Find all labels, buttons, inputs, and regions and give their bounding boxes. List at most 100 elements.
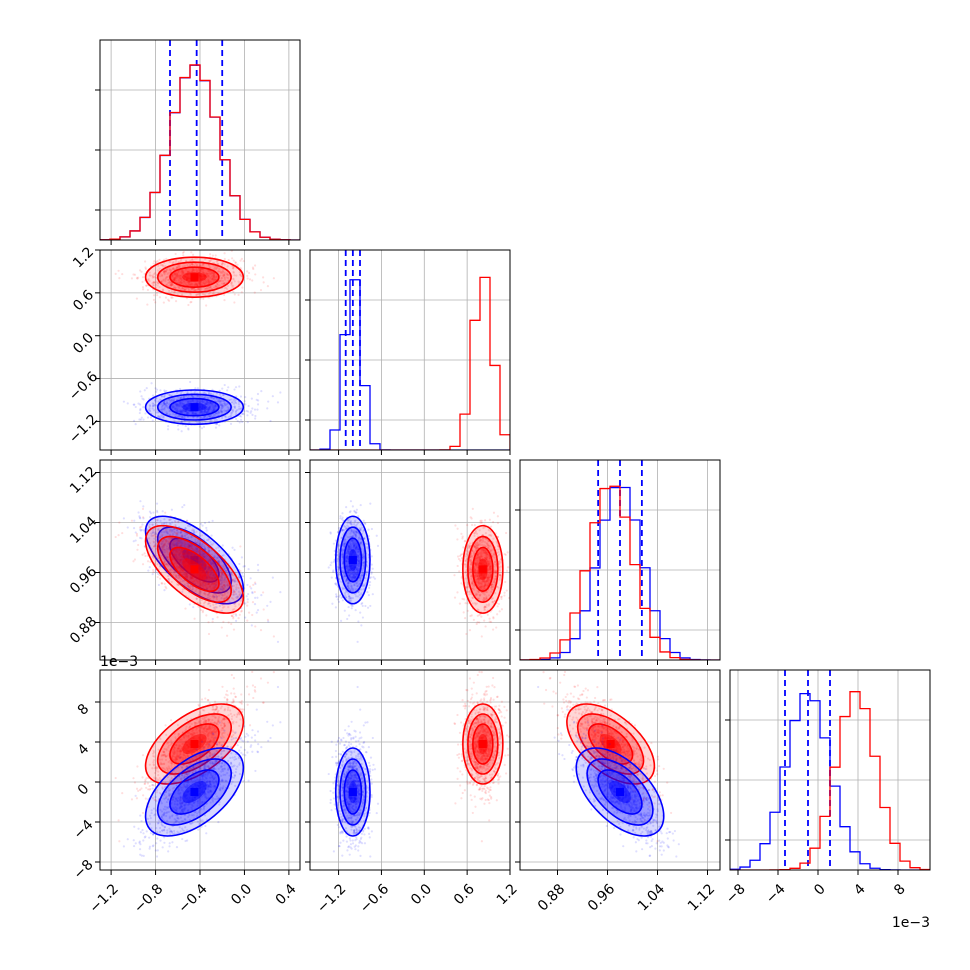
y-tick-label: 0 <box>75 781 93 799</box>
ticks <box>95 89 290 245</box>
ticks <box>305 472 511 665</box>
contour-line <box>467 535 499 603</box>
x-tick-label: 1.12 <box>685 881 718 914</box>
x-tick-label: 1.2 <box>494 881 521 908</box>
contour-line <box>156 261 232 293</box>
contour-line <box>566 703 656 785</box>
contour-line <box>334 747 371 837</box>
contour-line <box>334 515 371 605</box>
contour-line <box>586 758 654 826</box>
contour-line <box>144 256 245 298</box>
contour-line <box>587 723 634 765</box>
y-tick-label: −0.6 <box>66 369 101 404</box>
panel-frame <box>309 249 511 451</box>
ticks <box>515 701 708 875</box>
panel-frame <box>309 669 511 871</box>
contour-line <box>144 703 245 785</box>
contour-line <box>156 758 232 826</box>
x-tick-label: 0.4 <box>273 881 300 908</box>
panel-2-0 <box>100 460 300 660</box>
x-tick-label: 4 <box>851 881 869 899</box>
x-tick-label: 0.88 <box>535 881 568 914</box>
density-peak <box>190 565 199 574</box>
ticks <box>95 472 290 665</box>
x-tick-label: 0.96 <box>585 881 618 914</box>
contour-line <box>169 266 220 288</box>
panel-1-0 <box>100 250 300 450</box>
x-tick-label: 0 <box>811 881 829 899</box>
contour-line <box>462 703 504 785</box>
y-tick-label: −1.2 <box>66 412 101 447</box>
y-tick-label: −8 <box>71 857 97 883</box>
y-tick-label: 0.6 <box>70 287 97 314</box>
y-tick-label: 0.88 <box>67 614 100 647</box>
x-tick-label: −0.4 <box>175 881 210 916</box>
x-tick-label: −0.8 <box>131 881 166 916</box>
y-tick-label: 1.12 <box>67 464 100 497</box>
contour-line <box>462 524 504 614</box>
x-tick-label: 0.0 <box>408 881 435 908</box>
ticks <box>305 701 511 875</box>
y-tick-label: −4 <box>71 817 97 843</box>
x-tick-label: −8 <box>723 881 749 907</box>
density-peak <box>478 740 487 748</box>
panel-1-1 <box>310 250 510 450</box>
density-peak <box>190 273 199 282</box>
contour-line <box>339 758 367 826</box>
x-tick-label: −0.6 <box>357 881 392 916</box>
contour-line <box>575 747 665 837</box>
contour-line <box>156 535 232 603</box>
panel-3-1 <box>310 670 510 870</box>
panel-frame <box>519 459 721 661</box>
y-tick-label: 0.0 <box>70 330 97 357</box>
scatter-series-1 <box>114 507 275 638</box>
panel-0-0 <box>100 40 300 240</box>
density-peak <box>478 565 487 574</box>
y-tick-label: 0.96 <box>67 564 100 597</box>
contour-line <box>169 546 220 593</box>
contour-line <box>169 769 220 815</box>
panel-3-0 <box>100 670 300 870</box>
density-peak <box>348 556 357 564</box>
density-peak <box>190 403 199 412</box>
contour-line <box>169 397 220 417</box>
panel-3-3 <box>730 670 930 870</box>
panel-frame <box>729 669 931 871</box>
y-tick-label: 4 <box>75 741 93 759</box>
density-peak <box>190 788 199 796</box>
panel-frame <box>309 459 511 661</box>
x-tick-label: 0.0 <box>228 881 255 908</box>
contour-line <box>156 713 232 775</box>
ticks <box>305 299 511 455</box>
contour-line <box>169 723 220 765</box>
panel-2-1 <box>310 460 510 660</box>
contour-line <box>144 747 245 837</box>
density-peak <box>606 740 615 748</box>
panel-3-2 <box>520 670 720 870</box>
density-peak <box>616 788 624 796</box>
ticks <box>95 701 290 875</box>
contour-line <box>597 769 643 815</box>
scatter-series-0 <box>122 685 282 858</box>
contour-line <box>467 713 499 775</box>
y-offset-label: 1e−3 <box>100 654 138 670</box>
histogram-series-1 <box>100 64 300 240</box>
density-peak <box>190 556 199 564</box>
density-peak <box>190 740 199 748</box>
density-peak <box>348 788 357 796</box>
y-tick-label: 1.04 <box>67 514 100 547</box>
contour-line <box>472 723 494 765</box>
contour-line <box>339 526 367 594</box>
ticks <box>725 719 899 875</box>
panel-frame <box>519 669 721 871</box>
contour-line <box>343 769 363 815</box>
ticks <box>515 509 708 665</box>
x-offset-label: 1e−3 <box>892 915 930 931</box>
contour-line <box>472 546 494 593</box>
x-tick-label: 8 <box>891 881 909 899</box>
contour-line <box>156 393 232 421</box>
contour-line <box>144 524 245 614</box>
x-tick-label: −1.2 <box>314 881 349 916</box>
x-tick-label: −4 <box>763 881 789 907</box>
